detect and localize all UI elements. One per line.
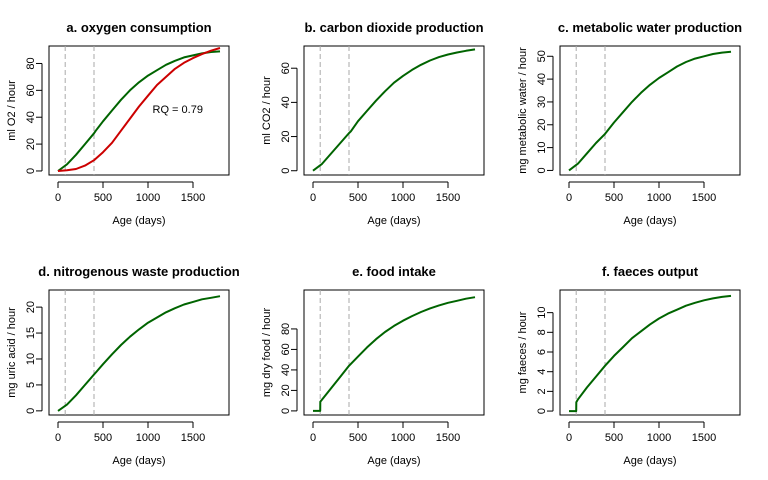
- x-tick-label: 1500: [436, 192, 460, 204]
- panel-title: b. carbon dioxide production: [304, 20, 483, 35]
- y-tick-label: 80: [25, 57, 37, 69]
- y-tick-label: 0: [280, 408, 292, 414]
- y-tick-label: 10: [25, 353, 37, 365]
- y-tick-label: 60: [280, 62, 292, 74]
- x-axis-label: Age (days): [367, 215, 420, 227]
- plot-frame: [303, 289, 485, 416]
- plot-frame: [559, 45, 741, 176]
- plot-frame: [48, 45, 230, 176]
- y-tick-label: 8: [536, 329, 548, 335]
- y-tick-label: 30: [536, 96, 548, 108]
- series-line-0: [57, 50, 221, 172]
- x-tick-label: 500: [94, 432, 112, 444]
- x-axis-label: Age (days): [623, 215, 676, 227]
- y-tick-label: 60: [280, 343, 292, 355]
- plot-frame: [48, 289, 230, 416]
- panel-title: a. oxygen consumption: [66, 20, 211, 35]
- series-line-0: [568, 50, 732, 172]
- x-tick-label: 1500: [692, 192, 716, 204]
- x-tick-label: 500: [605, 432, 623, 444]
- x-tick-label: 1000: [391, 192, 415, 204]
- y-tick-label: 60: [25, 84, 37, 96]
- x-tick-label: 1000: [647, 432, 671, 444]
- y-axis-label: ml CO2 / hour: [261, 76, 273, 145]
- y-axis-label: mg faeces / hour: [517, 311, 529, 393]
- y-tick-label: 0: [25, 408, 37, 414]
- x-tick-label: 1500: [436, 432, 460, 444]
- y-tick-label: 20: [536, 119, 548, 131]
- plot-frame: [303, 45, 485, 176]
- y-tick-label: 10: [536, 307, 548, 319]
- y-axis-label: mg uric acid / hour: [6, 307, 18, 398]
- y-tick-label: 0: [25, 168, 37, 174]
- x-tick-label: 1000: [136, 432, 160, 444]
- y-tick-label: 4: [536, 369, 548, 375]
- series-line-0: [313, 296, 476, 412]
- x-axis-label: Age (days): [112, 455, 165, 467]
- x-tick-label: 1000: [391, 432, 415, 444]
- x-tick-label: 1000: [136, 192, 160, 204]
- y-tick-label: 80: [280, 323, 292, 335]
- x-tick-label: 1500: [181, 192, 205, 204]
- y-tick-label: 20: [280, 130, 292, 142]
- y-tick-label: 50: [536, 50, 548, 62]
- y-tick-label: 40: [536, 73, 548, 85]
- y-tick-label: 0: [536, 167, 548, 173]
- y-tick-label: 0: [280, 168, 292, 174]
- x-tick-label: 0: [566, 192, 572, 204]
- y-tick-label: 40: [280, 364, 292, 376]
- panel-4: e. food intake 0 500 1000 1500 Age (days) 0 20 4…: [261, 264, 485, 467]
- panel-title: d. nitrogenous waste production: [38, 264, 240, 279]
- x-axis-label: Age (days): [623, 455, 676, 467]
- y-axis-label: mg dry food / hour: [261, 308, 273, 398]
- panel-5: f. faeces output 0 500 1000 1500 Age (days) 0 2…: [517, 264, 741, 467]
- x-tick-label: 0: [310, 432, 316, 444]
- x-axis-label: Age (days): [367, 455, 420, 467]
- y-tick-label: 0: [536, 408, 548, 414]
- x-tick-label: 1500: [692, 432, 716, 444]
- x-tick-label: 500: [605, 192, 623, 204]
- x-axis-label: Age (days): [112, 215, 165, 227]
- x-tick-label: 1500: [181, 432, 205, 444]
- y-tick-label: 20: [280, 384, 292, 396]
- x-tick-label: 500: [349, 432, 367, 444]
- panel-title: e. food intake: [352, 264, 436, 279]
- series-line-1: [57, 47, 221, 172]
- y-tick-label: 40: [25, 111, 37, 123]
- y-axis-label: ml O2 / hour: [6, 80, 18, 141]
- y-axis-label: mg metabolic water / hour: [517, 47, 529, 174]
- y-tick-label: 40: [280, 96, 292, 108]
- x-tick-label: 500: [349, 192, 367, 204]
- panel-1: b. carbon dioxide production 0 500 1000 1500…: [261, 20, 485, 227]
- x-tick-label: 0: [55, 192, 61, 204]
- x-tick-label: 0: [566, 432, 572, 444]
- y-tick-label: 5: [25, 382, 37, 388]
- y-tick-label: 20: [25, 301, 37, 313]
- series-line-0: [569, 294, 732, 413]
- panel-3: d. nitrogenous waste production 0 500 1000 1…: [6, 264, 240, 467]
- y-tick-label: 2: [536, 388, 548, 394]
- plot-frame: [559, 289, 741, 416]
- panel-0: a. oxygen consumption 0 500 1000 1500 Age (da…: [6, 20, 230, 227]
- panel-title: f. faeces output: [602, 264, 699, 279]
- x-tick-label: 0: [55, 432, 61, 444]
- y-tick-label: 6: [536, 349, 548, 355]
- x-tick-label: 0: [310, 192, 316, 204]
- y-tick-label: 15: [25, 327, 37, 339]
- series-line-0: [312, 48, 476, 172]
- series-line-0: [57, 295, 221, 412]
- x-tick-label: 1000: [647, 192, 671, 204]
- y-tick-label: 10: [536, 141, 548, 153]
- x-tick-label: 500: [94, 192, 112, 204]
- panel-title: c. metabolic water production: [558, 20, 742, 35]
- y-tick-label: 20: [25, 138, 37, 150]
- rq-annotation: RQ = 0.79: [153, 104, 203, 116]
